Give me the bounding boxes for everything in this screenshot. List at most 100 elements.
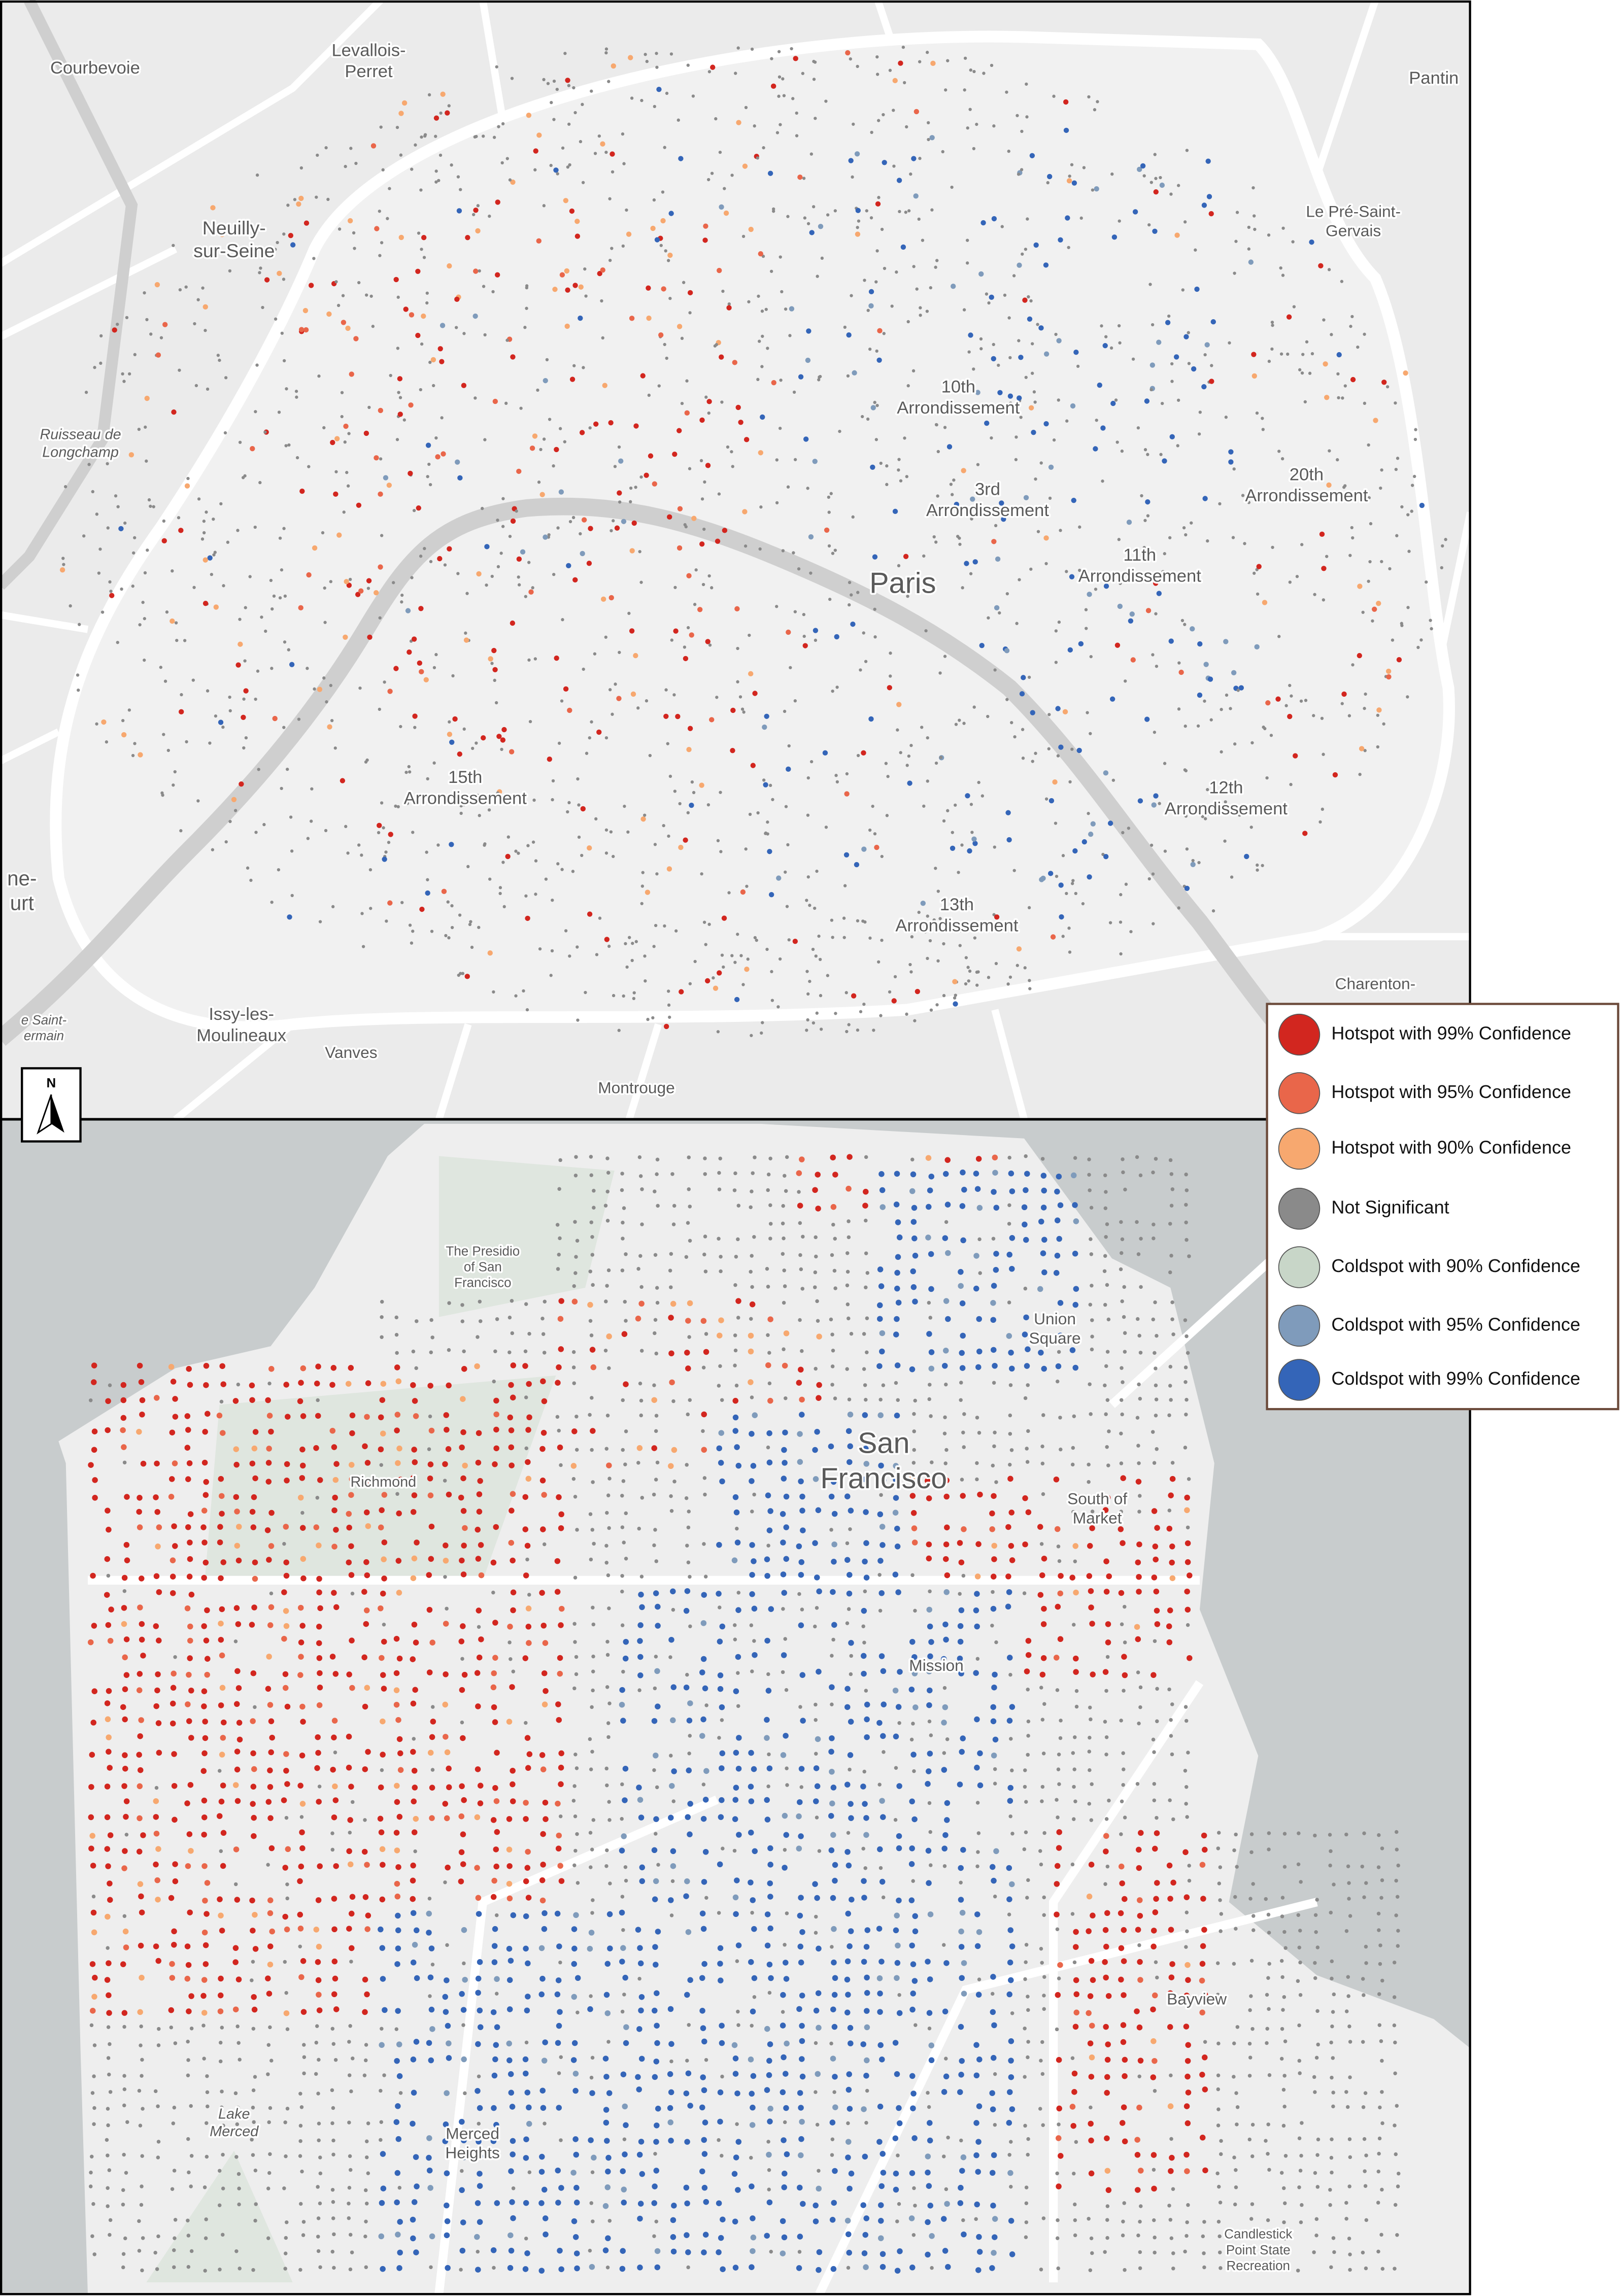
point (1008, 356, 1012, 360)
point (1084, 608, 1088, 611)
point (1018, 578, 1021, 581)
point (1168, 1927, 1174, 1933)
point (1198, 410, 1202, 414)
point (670, 1300, 676, 1307)
point (299, 1829, 305, 1835)
point (909, 743, 913, 747)
point (943, 426, 947, 429)
point (892, 78, 898, 84)
point (961, 1573, 966, 1578)
point (1135, 1416, 1140, 1420)
point (863, 1540, 869, 1546)
point (977, 1977, 982, 1981)
point (1106, 1463, 1110, 1467)
map-label-line: 20th (1290, 465, 1324, 484)
point (749, 1270, 753, 1274)
point (461, 2023, 465, 2027)
point (268, 1428, 274, 1435)
point (316, 1624, 322, 1630)
point (735, 1526, 739, 1531)
point (875, 73, 879, 76)
point (683, 1684, 690, 1691)
point (879, 1524, 886, 1530)
point (1348, 1914, 1352, 1918)
point (586, 561, 592, 566)
point (640, 902, 644, 905)
point (172, 244, 175, 247)
point (1232, 467, 1236, 471)
point (1056, 1545, 1061, 1549)
point (629, 628, 635, 634)
point (946, 444, 953, 450)
point (1105, 1864, 1110, 1869)
point (508, 1444, 515, 1451)
point (461, 1671, 468, 1678)
point (378, 254, 382, 257)
point (508, 178, 512, 182)
point (1155, 1687, 1159, 1691)
point (997, 363, 1000, 367)
point (1090, 1318, 1094, 1322)
point (346, 851, 350, 855)
point (439, 359, 445, 364)
point (442, 1801, 449, 1807)
point (171, 569, 174, 573)
point (494, 1750, 500, 1756)
point (1184, 1945, 1188, 1949)
point (574, 1766, 579, 1770)
point (1026, 1734, 1030, 1738)
point (1048, 464, 1054, 470)
point (205, 1656, 211, 1662)
point (1143, 448, 1147, 452)
point (446, 900, 450, 904)
point (306, 667, 309, 670)
point (334, 470, 338, 473)
point (1117, 538, 1121, 541)
point (604, 1864, 608, 1868)
point (507, 1640, 512, 1644)
point (717, 970, 722, 976)
point (538, 1945, 545, 1951)
point (1041, 1237, 1047, 1243)
point (314, 2072, 318, 2076)
point (1350, 526, 1354, 530)
point (978, 1271, 982, 1275)
point (265, 1686, 272, 1692)
point (1025, 1637, 1032, 1644)
point (637, 1672, 644, 1678)
point (1087, 592, 1092, 597)
point (419, 554, 423, 558)
point (830, 1589, 836, 1595)
point (1323, 361, 1328, 367)
point (894, 1270, 900, 1276)
point (166, 748, 170, 752)
point (139, 1621, 145, 1627)
point (1102, 1507, 1109, 1513)
point (92, 1495, 98, 1501)
point (685, 1463, 689, 1467)
point (687, 1751, 691, 1756)
point (975, 983, 979, 987)
point (707, 411, 710, 415)
point (1197, 432, 1201, 436)
point (90, 1572, 96, 1579)
point (934, 540, 938, 544)
point (655, 1703, 661, 1709)
point (762, 778, 766, 782)
point (347, 218, 353, 224)
point (525, 1008, 529, 1012)
point (425, 890, 430, 896)
point (539, 1897, 546, 1904)
point (1008, 1814, 1012, 1819)
point (89, 1752, 95, 1758)
point (644, 472, 649, 478)
point (465, 235, 470, 241)
point (143, 571, 147, 575)
point (395, 1558, 402, 1564)
point (522, 1494, 529, 1500)
point (637, 1945, 643, 1951)
point (458, 1494, 464, 1501)
point (298, 1974, 304, 1980)
point (344, 164, 347, 168)
point (1151, 653, 1155, 657)
